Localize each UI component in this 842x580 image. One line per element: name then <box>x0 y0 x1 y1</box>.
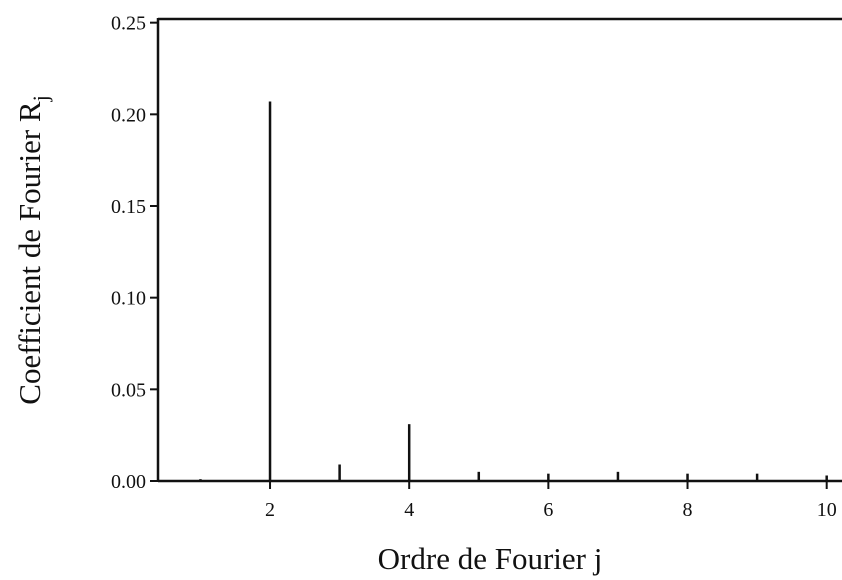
x-tick-label: 2 <box>265 499 275 521</box>
x-tick-label: 6 <box>543 499 553 521</box>
x-tick-label: 10 <box>817 499 837 521</box>
x-tick-label: 4 <box>404 499 414 521</box>
y-tick-label: 0.15 <box>111 196 146 218</box>
y-tick-label: 0.20 <box>111 104 146 126</box>
y-axis-label-text: Coefficient de Fourier R <box>12 101 47 405</box>
y-tick-label: 0.10 <box>111 288 146 310</box>
y-axis-label: Coefficient de Fourier Rj <box>12 95 53 404</box>
x-tick-label: 8 <box>683 499 693 521</box>
x-axis-label: Ordre de Fourier j <box>378 541 603 576</box>
y-tick-label: 0.25 <box>111 13 146 35</box>
y-axis-label-subscript: j <box>28 95 53 102</box>
y-tick-label: 0.05 <box>111 379 146 401</box>
y-tick-label: 0.00 <box>111 471 146 493</box>
